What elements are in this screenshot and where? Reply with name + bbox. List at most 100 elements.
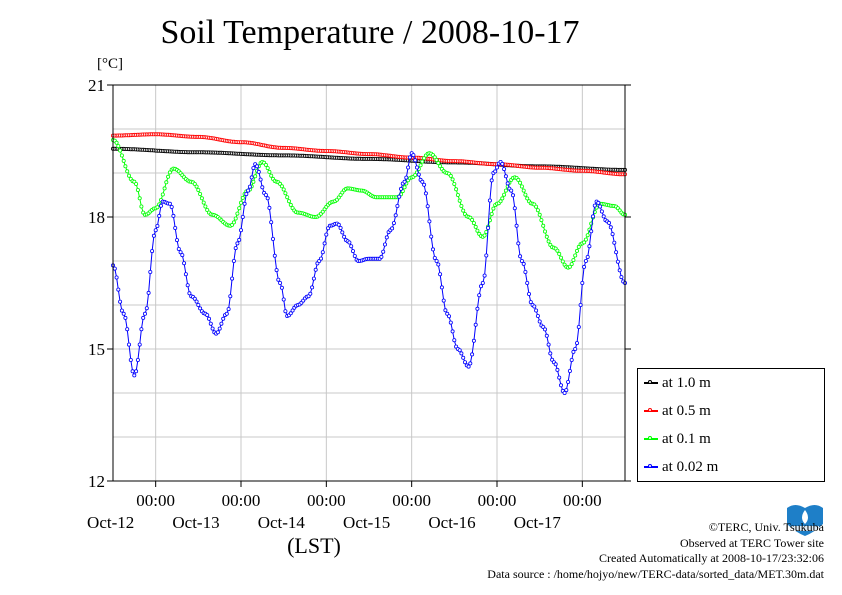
data-point bbox=[422, 156, 427, 161]
data-point bbox=[617, 268, 622, 273]
data-point bbox=[471, 338, 476, 343]
data-point bbox=[518, 254, 523, 259]
data-point bbox=[134, 369, 139, 374]
data-point bbox=[196, 187, 201, 192]
data-point bbox=[571, 258, 576, 263]
data-point bbox=[237, 237, 242, 242]
data-point bbox=[425, 204, 430, 209]
data-point bbox=[279, 184, 284, 189]
data-point bbox=[270, 236, 275, 241]
credits-block: ©TERC, Univ. Tsukuba Observed at TERC To… bbox=[487, 520, 824, 582]
x-tick-time-label: 00:00 bbox=[563, 491, 602, 510]
data-point bbox=[402, 179, 407, 184]
x-tick-time-label: 00:00 bbox=[392, 491, 431, 510]
data-point bbox=[390, 226, 395, 231]
data-point bbox=[240, 214, 245, 219]
data-point bbox=[278, 280, 283, 285]
data-point bbox=[441, 298, 446, 303]
data-point bbox=[527, 291, 532, 296]
data-point bbox=[521, 188, 526, 193]
data-point bbox=[132, 373, 137, 378]
data-point bbox=[429, 234, 434, 239]
data-point bbox=[414, 165, 419, 170]
data-point bbox=[265, 196, 270, 201]
data-point bbox=[174, 238, 179, 243]
data-point bbox=[155, 205, 160, 210]
data-point bbox=[352, 253, 357, 258]
data-point bbox=[487, 198, 492, 203]
x-axis-label: (LST) bbox=[287, 533, 341, 558]
data-point bbox=[418, 163, 423, 168]
data-point bbox=[544, 234, 549, 239]
data-point bbox=[535, 313, 540, 318]
data-point bbox=[192, 296, 197, 301]
data-point bbox=[398, 186, 403, 191]
data-point bbox=[585, 233, 590, 238]
data-point bbox=[137, 196, 142, 201]
data-point bbox=[263, 192, 268, 197]
data-point bbox=[217, 326, 222, 331]
data-point bbox=[276, 277, 281, 282]
data-point bbox=[114, 140, 119, 145]
data-point bbox=[157, 213, 162, 218]
source-text: Data source : /home/hojyo/new/TERC-data/… bbox=[487, 566, 824, 581]
data-point bbox=[534, 204, 539, 209]
legend-item-01m: at 0.1 m bbox=[644, 429, 711, 449]
data-point bbox=[141, 315, 146, 320]
x-tick-date-label: Oct-13 bbox=[172, 513, 219, 532]
data-point bbox=[564, 388, 569, 393]
data-point bbox=[470, 217, 475, 222]
series-at-0-1-m bbox=[111, 137, 628, 270]
legend-marker-002m bbox=[644, 464, 658, 468]
data-point bbox=[475, 306, 480, 311]
data-point bbox=[251, 166, 256, 171]
data-point bbox=[219, 321, 224, 326]
data-point bbox=[253, 174, 258, 179]
data-point bbox=[235, 241, 240, 246]
chart-title: Soil Temperature / 2008-10-17 bbox=[160, 14, 580, 51]
data-point bbox=[169, 204, 174, 209]
data-point bbox=[543, 229, 548, 234]
y-tick-label: 12 bbox=[88, 472, 105, 491]
data-point bbox=[116, 287, 121, 292]
x-tick-time-label: 00:00 bbox=[136, 491, 175, 510]
data-point bbox=[256, 169, 261, 174]
legend-item-1m: at 1.0 m bbox=[644, 373, 711, 393]
data-point bbox=[381, 249, 386, 254]
data-point bbox=[583, 237, 588, 242]
legend-label-01m: at 0.1 m bbox=[662, 430, 711, 447]
data-point bbox=[461, 208, 466, 213]
data-point bbox=[288, 202, 293, 207]
x-tick-date-label: Oct-17 bbox=[514, 513, 562, 532]
data-point bbox=[468, 361, 473, 366]
legend: at 1.0 m at 0.5 m at 0.1 m at 0.02 m bbox=[637, 368, 825, 482]
data-point bbox=[423, 191, 428, 196]
data-point bbox=[596, 200, 601, 205]
data-point bbox=[160, 192, 165, 197]
data-point bbox=[251, 179, 256, 184]
data-point bbox=[455, 192, 460, 197]
data-point bbox=[391, 221, 396, 226]
data-point bbox=[502, 192, 507, 197]
data-point bbox=[480, 280, 485, 285]
data-point bbox=[119, 153, 124, 158]
data-point bbox=[340, 230, 345, 235]
data-point bbox=[443, 308, 448, 313]
data-point bbox=[233, 216, 238, 221]
data-point bbox=[575, 341, 580, 346]
data-point bbox=[557, 375, 562, 380]
data-point bbox=[267, 169, 272, 174]
legend-marker-1m bbox=[644, 380, 658, 384]
data-point bbox=[135, 357, 140, 362]
data-point bbox=[247, 184, 252, 189]
data-point bbox=[199, 196, 204, 201]
data-point bbox=[148, 269, 153, 274]
data-point bbox=[404, 175, 409, 180]
data-point bbox=[384, 235, 389, 240]
data-point bbox=[482, 233, 487, 238]
data-point bbox=[176, 246, 181, 251]
data-point bbox=[246, 188, 251, 193]
data-point bbox=[116, 144, 121, 149]
data-point bbox=[283, 191, 288, 196]
y-tick-label: 18 bbox=[88, 208, 105, 227]
